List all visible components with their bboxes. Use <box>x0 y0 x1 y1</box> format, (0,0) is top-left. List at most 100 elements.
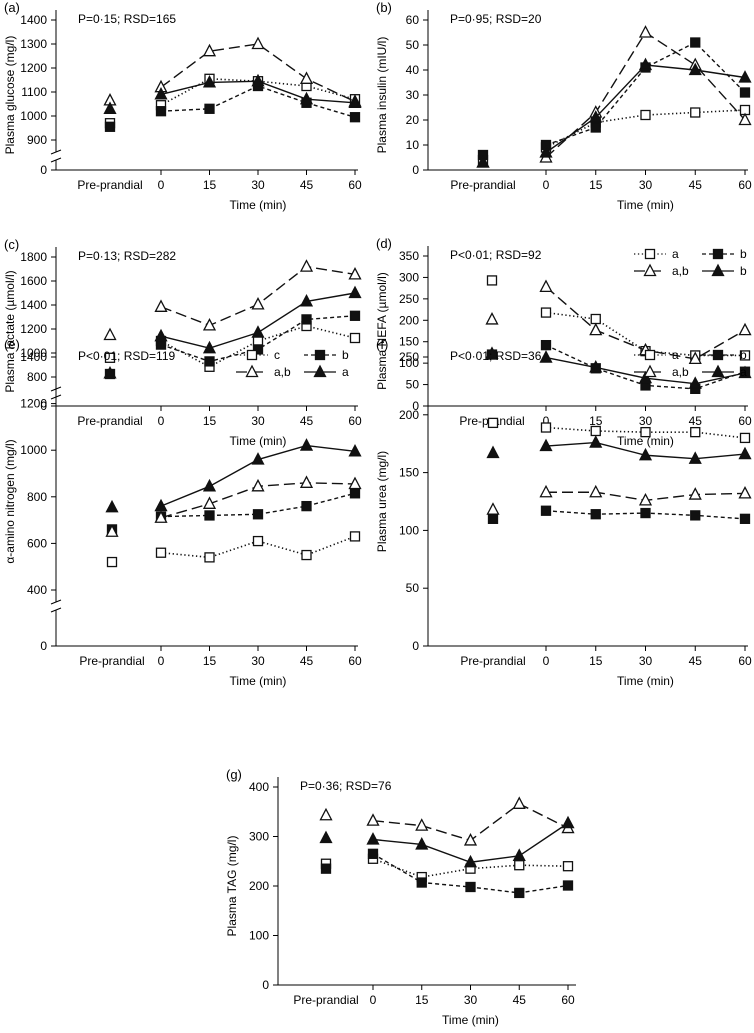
data-point-preprandial <box>106 556 118 568</box>
y-axis-title: Plasma TAG (mg/l) <box>225 836 239 937</box>
data-point <box>251 325 265 338</box>
y-tick-label: 1300 <box>20 37 47 51</box>
data-point <box>415 818 429 831</box>
series-open-square <box>486 275 751 361</box>
data-point-preprandial <box>319 807 333 821</box>
data-point <box>739 87 751 98</box>
x-tick-label: 15 <box>203 178 217 192</box>
y-tick-label: 0 <box>40 639 47 653</box>
data-point <box>349 332 361 344</box>
legend-marker <box>712 349 724 361</box>
data-point <box>202 74 217 88</box>
series-open-triangle <box>319 796 575 846</box>
panel-label: (a) <box>4 0 20 15</box>
data-point <box>366 832 380 845</box>
legend-marker <box>313 364 327 378</box>
series-open-square <box>477 104 751 166</box>
data-point <box>154 510 168 523</box>
data-point <box>690 426 701 438</box>
data-point <box>252 535 264 547</box>
y-tick-label: 400 <box>249 780 269 794</box>
data-point <box>539 484 553 498</box>
data-point <box>204 356 215 367</box>
x-tick-label: 60 <box>348 178 362 192</box>
x-tick-label: Pre-prandial <box>460 654 525 668</box>
data-point <box>252 335 264 347</box>
data-point <box>540 422 552 433</box>
data-point-preprandial <box>105 524 119 537</box>
panel-label: (b) <box>376 0 392 15</box>
y-tick-label: 1400 <box>20 298 47 312</box>
data-point-preprandial <box>103 327 117 341</box>
y-tick-label: 300 <box>399 270 419 284</box>
data-point <box>301 500 312 512</box>
data-point <box>348 476 362 490</box>
panel-d: (d)P<0·01; RSD=92050100150200250300350Pr… <box>375 236 752 448</box>
data-point <box>154 498 168 512</box>
data-point <box>155 547 167 558</box>
data-point <box>252 344 264 355</box>
data-point-preprandial <box>320 863 332 874</box>
data-point <box>301 314 312 325</box>
data-point <box>589 360 603 373</box>
x-axis-title: Time (min) <box>617 674 674 688</box>
data-point <box>562 880 574 891</box>
data-point <box>590 313 601 325</box>
data-point <box>589 484 603 498</box>
y-tick-label: 400 <box>27 583 47 597</box>
series-filled-square <box>487 505 751 524</box>
data-point <box>416 877 427 888</box>
series-line <box>160 265 356 327</box>
x-tick-label: 60 <box>738 654 752 668</box>
data-point <box>739 432 751 444</box>
data-point <box>251 73 265 87</box>
x-tick-label: 15 <box>203 414 217 428</box>
data-point <box>299 438 314 451</box>
stat-text: P=0·36; RSD=76 <box>300 779 392 793</box>
data-point <box>688 487 702 500</box>
data-point-preprandial <box>104 121 116 132</box>
axis-break-mark <box>50 599 62 605</box>
panel-b: (b) P=0·95; RSD=20 0 10 20 30 40 50 60 Pre-prandi… <box>375 0 752 212</box>
y-tick-label: 150 <box>399 466 419 480</box>
y-tick-label: 200 <box>249 879 269 893</box>
data-point <box>539 145 553 158</box>
data-point <box>348 95 362 108</box>
y-tick-label: 1000 <box>20 346 47 360</box>
x-axis-title: Time (min) <box>230 674 287 688</box>
y-tick-label: 100 <box>399 523 419 537</box>
data-point-preprandial <box>105 499 119 513</box>
data-point-preprandial <box>486 502 500 515</box>
legend-label: b <box>342 348 349 362</box>
data-point <box>252 509 264 520</box>
x-tick-label: 60 <box>738 414 752 428</box>
x-tick-label: 0 <box>543 178 550 192</box>
y-tick-label: 200 <box>399 408 419 422</box>
y-tick-label: 1200 <box>20 322 47 336</box>
data-point <box>738 365 752 379</box>
legend-label: c <box>274 348 280 362</box>
series-filled-triangle <box>485 346 752 389</box>
stat-text: P<0·01; RSD=36 <box>450 349 542 363</box>
stat-text: P<0·01; RSD=92 <box>450 248 542 262</box>
series-filled-triangle <box>105 438 362 513</box>
legend-label: a,b <box>672 365 689 379</box>
data-point <box>204 510 215 521</box>
y-axis-title: Plasma NEFA (µmol/l) <box>375 272 389 390</box>
data-point <box>299 71 314 84</box>
data-point <box>738 446 752 460</box>
data-point <box>514 860 525 871</box>
data-point <box>540 307 552 318</box>
y-tick-label: 200 <box>399 313 419 327</box>
data-point <box>540 505 552 516</box>
legend-label: a,b <box>274 365 291 379</box>
y-tick-label: 1800 <box>20 250 47 264</box>
legend-marker <box>644 349 656 361</box>
y-axis-title: Plasma glucose (mg/l) <box>3 36 17 155</box>
data-point <box>590 509 601 520</box>
stat-text: P=0·15; RSD=165 <box>78 12 176 26</box>
data-point-preprandial <box>103 365 117 379</box>
data-point <box>738 112 752 126</box>
data-point <box>251 478 265 492</box>
data-point <box>539 279 553 293</box>
